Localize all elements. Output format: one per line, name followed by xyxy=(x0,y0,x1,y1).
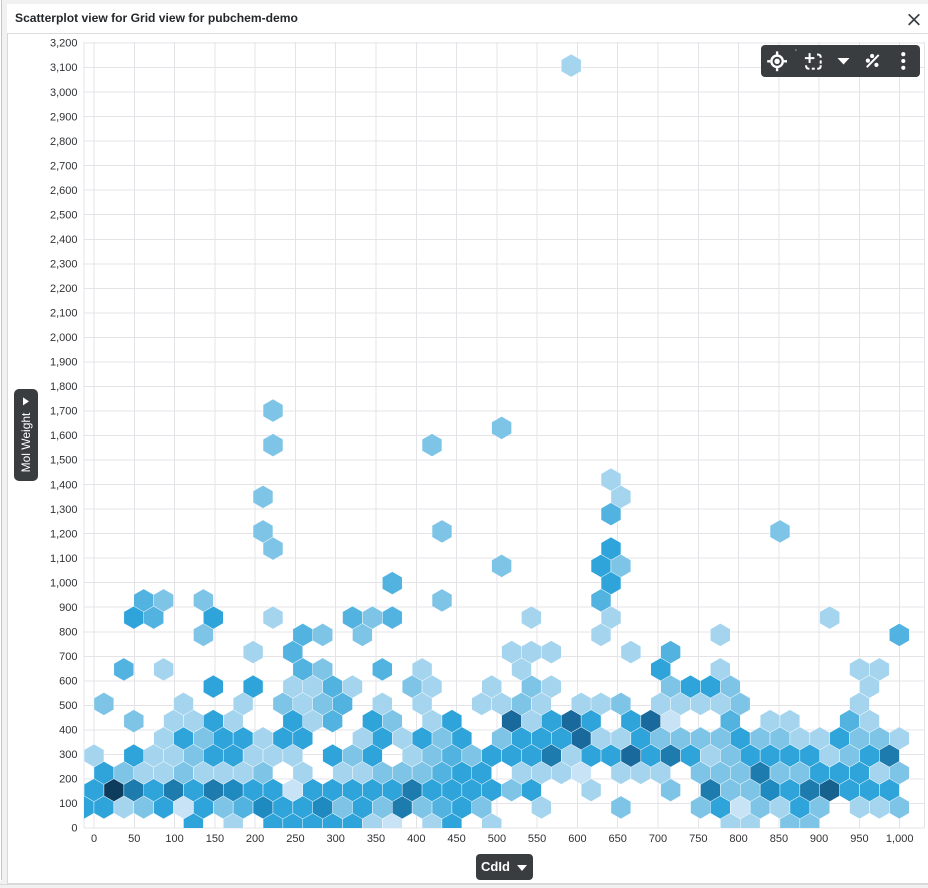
svg-text:2,200: 2,200 xyxy=(50,283,78,295)
svg-text:2,300: 2,300 xyxy=(50,259,78,271)
svg-text:700: 700 xyxy=(59,651,77,663)
svg-text:400: 400 xyxy=(59,725,77,737)
svg-text:1,200: 1,200 xyxy=(50,528,78,540)
svg-text:2,600: 2,600 xyxy=(50,185,78,197)
svg-text:3,100: 3,100 xyxy=(50,62,78,74)
svg-text:1,000: 1,000 xyxy=(886,833,914,845)
svg-text:200: 200 xyxy=(59,774,77,786)
svg-text:100: 100 xyxy=(165,833,183,845)
svg-text:3,200: 3,200 xyxy=(50,38,78,50)
svg-text:1,900: 1,900 xyxy=(50,357,78,369)
svg-text:1,000: 1,000 xyxy=(50,577,78,589)
svg-text:200: 200 xyxy=(246,833,264,845)
svg-text:2,000: 2,000 xyxy=(50,332,78,344)
svg-text:300: 300 xyxy=(327,833,345,845)
svg-text:900: 900 xyxy=(810,833,828,845)
svg-text:500: 500 xyxy=(59,700,77,712)
svg-text:0: 0 xyxy=(91,833,97,845)
svg-text:550: 550 xyxy=(528,833,546,845)
svg-text:750: 750 xyxy=(689,833,707,845)
svg-text:2,500: 2,500 xyxy=(50,209,78,221)
svg-text:700: 700 xyxy=(649,833,667,845)
svg-text:2,700: 2,700 xyxy=(50,160,78,172)
svg-text:900: 900 xyxy=(59,602,77,614)
svg-text:600: 600 xyxy=(59,676,77,688)
svg-text:2,800: 2,800 xyxy=(50,136,78,148)
svg-text:1,600: 1,600 xyxy=(50,430,78,442)
svg-text:450: 450 xyxy=(447,833,465,845)
svg-text:50: 50 xyxy=(128,833,140,845)
svg-text:1,500: 1,500 xyxy=(50,455,78,467)
svg-text:0: 0 xyxy=(71,823,77,835)
svg-text:150: 150 xyxy=(206,833,224,845)
svg-text:800: 800 xyxy=(59,626,77,638)
svg-text:400: 400 xyxy=(407,833,425,845)
svg-text:250: 250 xyxy=(286,833,304,845)
svg-text:800: 800 xyxy=(729,833,747,845)
svg-text:650: 650 xyxy=(609,833,627,845)
svg-text:500: 500 xyxy=(488,833,506,845)
svg-text:1,700: 1,700 xyxy=(50,406,78,418)
svg-text:350: 350 xyxy=(367,833,385,845)
svg-text:850: 850 xyxy=(770,833,788,845)
svg-text:1,800: 1,800 xyxy=(50,381,78,393)
svg-text:600: 600 xyxy=(568,833,586,845)
svg-text:1,400: 1,400 xyxy=(50,479,78,491)
svg-text:100: 100 xyxy=(59,798,77,810)
svg-text:2,100: 2,100 xyxy=(50,308,78,320)
svg-text:2,900: 2,900 xyxy=(50,111,78,123)
svg-text:1,300: 1,300 xyxy=(50,504,78,516)
svg-text:300: 300 xyxy=(59,749,77,761)
svg-text:1,100: 1,100 xyxy=(50,553,78,565)
svg-text:3,000: 3,000 xyxy=(50,87,78,99)
svg-text:950: 950 xyxy=(850,833,868,845)
svg-text:2,400: 2,400 xyxy=(50,234,78,246)
